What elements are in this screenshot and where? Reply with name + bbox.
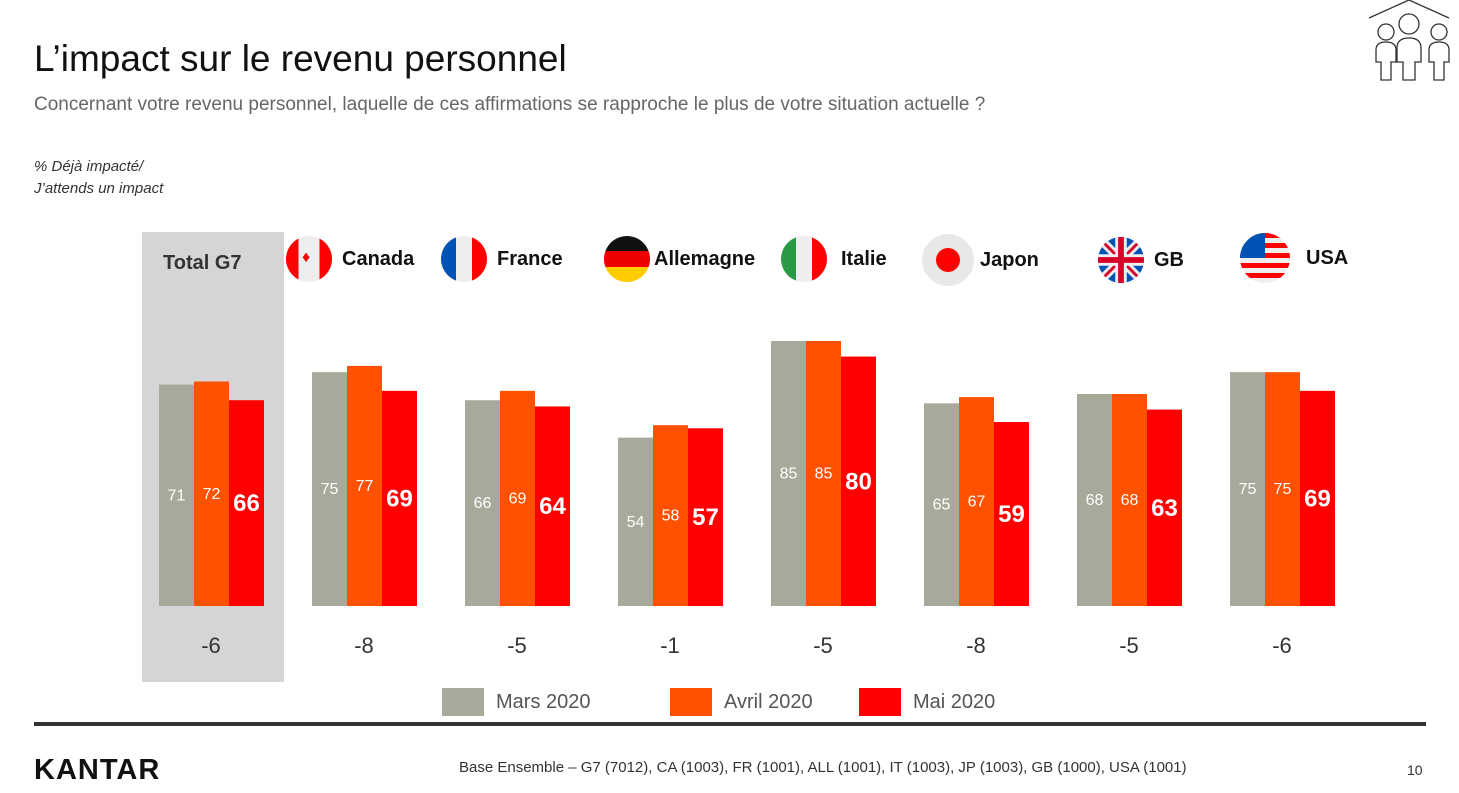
bar-gb-2 [1147, 409, 1182, 606]
legend-swatch [859, 688, 901, 716]
category-label: Italie [841, 247, 887, 270]
legend-mars: Mars 2020 [442, 688, 591, 716]
note-line-2: J’attends un impact [34, 180, 164, 197]
bar-usa-2 [1300, 390, 1335, 606]
data-label: 71 [168, 487, 186, 504]
base-note: Base Ensemble – G7 (7012), CA (1003), FR… [459, 759, 1187, 776]
france-flag-icon [441, 236, 487, 282]
data-label: 57 [692, 504, 719, 531]
bar-total-g7-2 [229, 400, 264, 606]
country-japon: Japon [922, 234, 1039, 286]
bar-italie-0 [771, 340, 806, 606]
data-label: 69 [1304, 485, 1331, 512]
data-label: 68 [1121, 492, 1139, 509]
bar-italie-1 [806, 340, 841, 606]
legend-label: Mai 2020 [913, 690, 996, 713]
footer-divider [34, 722, 1426, 726]
bar-france-0 [465, 400, 500, 606]
category-label-total-g7: Total G7 [163, 252, 242, 274]
bar-japon-2 [994, 422, 1029, 606]
difference-label: -8 [966, 633, 986, 658]
difference-label: -1 [660, 633, 680, 658]
category-label: USA [1306, 246, 1349, 269]
bar-allemagne-2 [688, 428, 723, 606]
data-label: 66 [233, 490, 260, 517]
difference-label: -6 [201, 633, 221, 658]
data-label: 67 [968, 494, 986, 511]
bar-allemagne-0 [618, 437, 653, 606]
bar-canada-1 [347, 365, 382, 606]
bar-canada-0 [312, 372, 347, 606]
germany-flag-icon [604, 236, 650, 282]
legend-avril: Avril 2020 [670, 688, 813, 716]
bar-france-2 [535, 406, 570, 606]
bar-allemagne-1 [653, 425, 688, 606]
legend-swatch [670, 688, 712, 716]
bar-total-g7-0 [159, 384, 194, 606]
difference-label: -6 [1272, 633, 1292, 658]
difference-label: -8 [354, 633, 374, 658]
data-label: 68 [1086, 492, 1104, 509]
data-label: 75 [1239, 481, 1257, 498]
category-label: Canada [342, 247, 415, 270]
data-label: 80 [845, 468, 872, 495]
data-label: 69 [386, 485, 413, 512]
bar-canada-2 [382, 390, 417, 606]
measure-note: % Déjà impacté/ J’attends un impact [34, 156, 163, 200]
bar-japon-0 [924, 403, 959, 606]
country-canada: ♦ Canada [286, 236, 414, 282]
difference-label: -5 [1119, 633, 1139, 658]
category-label: Japon [980, 248, 1039, 271]
data-label: 66 [474, 495, 492, 512]
data-label: 54 [627, 514, 645, 531]
data-label: 72 [203, 486, 221, 503]
page-number: 10 [1407, 762, 1423, 778]
data-label: 69 [509, 490, 527, 507]
bar-total-g7-1 [194, 381, 229, 606]
data-label: 59 [998, 501, 1025, 528]
data-label: 77 [356, 478, 374, 495]
data-label: 75 [321, 481, 339, 498]
legend-label: Mars 2020 [496, 690, 591, 713]
canada-flag-icon: ♦ [286, 236, 332, 282]
data-label: 65 [933, 497, 951, 514]
category-label: France [497, 247, 563, 270]
bar-italie-2 [841, 356, 876, 606]
bar-usa-0 [1230, 372, 1265, 606]
data-label: 85 [815, 465, 833, 482]
page-title: L’impact sur le revenu personnel [34, 38, 567, 79]
data-label: 85 [780, 465, 798, 482]
country-usa: USA [1240, 233, 1348, 283]
family-icon [1368, 0, 1450, 81]
country-france: France [441, 236, 563, 282]
bar-usa-1 [1265, 372, 1300, 606]
kantar-logo: KANTAR [34, 754, 161, 786]
category-label: GB [1154, 248, 1184, 271]
data-label: 75 [1274, 481, 1292, 498]
note-line-1: % Déjà impacté/ [34, 158, 144, 175]
country-gb: GB [1098, 237, 1184, 283]
legend-label: Avril 2020 [724, 690, 813, 713]
country-allemagne: Allemagne [604, 236, 755, 282]
legend-swatch [442, 688, 484, 716]
data-label: 58 [662, 508, 680, 525]
difference-label: -5 [507, 633, 527, 658]
usa-flag-icon [1240, 233, 1290, 283]
bar-gb-1 [1112, 393, 1147, 606]
legend-mai: Mai 2020 [859, 688, 995, 716]
category-label: Allemagne [654, 247, 756, 270]
data-label: 63 [1151, 495, 1178, 522]
country-italie: Italie [781, 236, 887, 282]
bar-gb-0 [1077, 393, 1112, 606]
difference-label: -5 [813, 633, 833, 658]
bar-france-1 [500, 390, 535, 606]
italy-flag-icon [781, 236, 827, 282]
data-label: 64 [539, 493, 566, 520]
japan-flag-icon [922, 234, 974, 286]
bar-japon-1 [959, 397, 994, 606]
page-subtitle: Concernant votre revenu personnel, laque… [34, 94, 986, 115]
